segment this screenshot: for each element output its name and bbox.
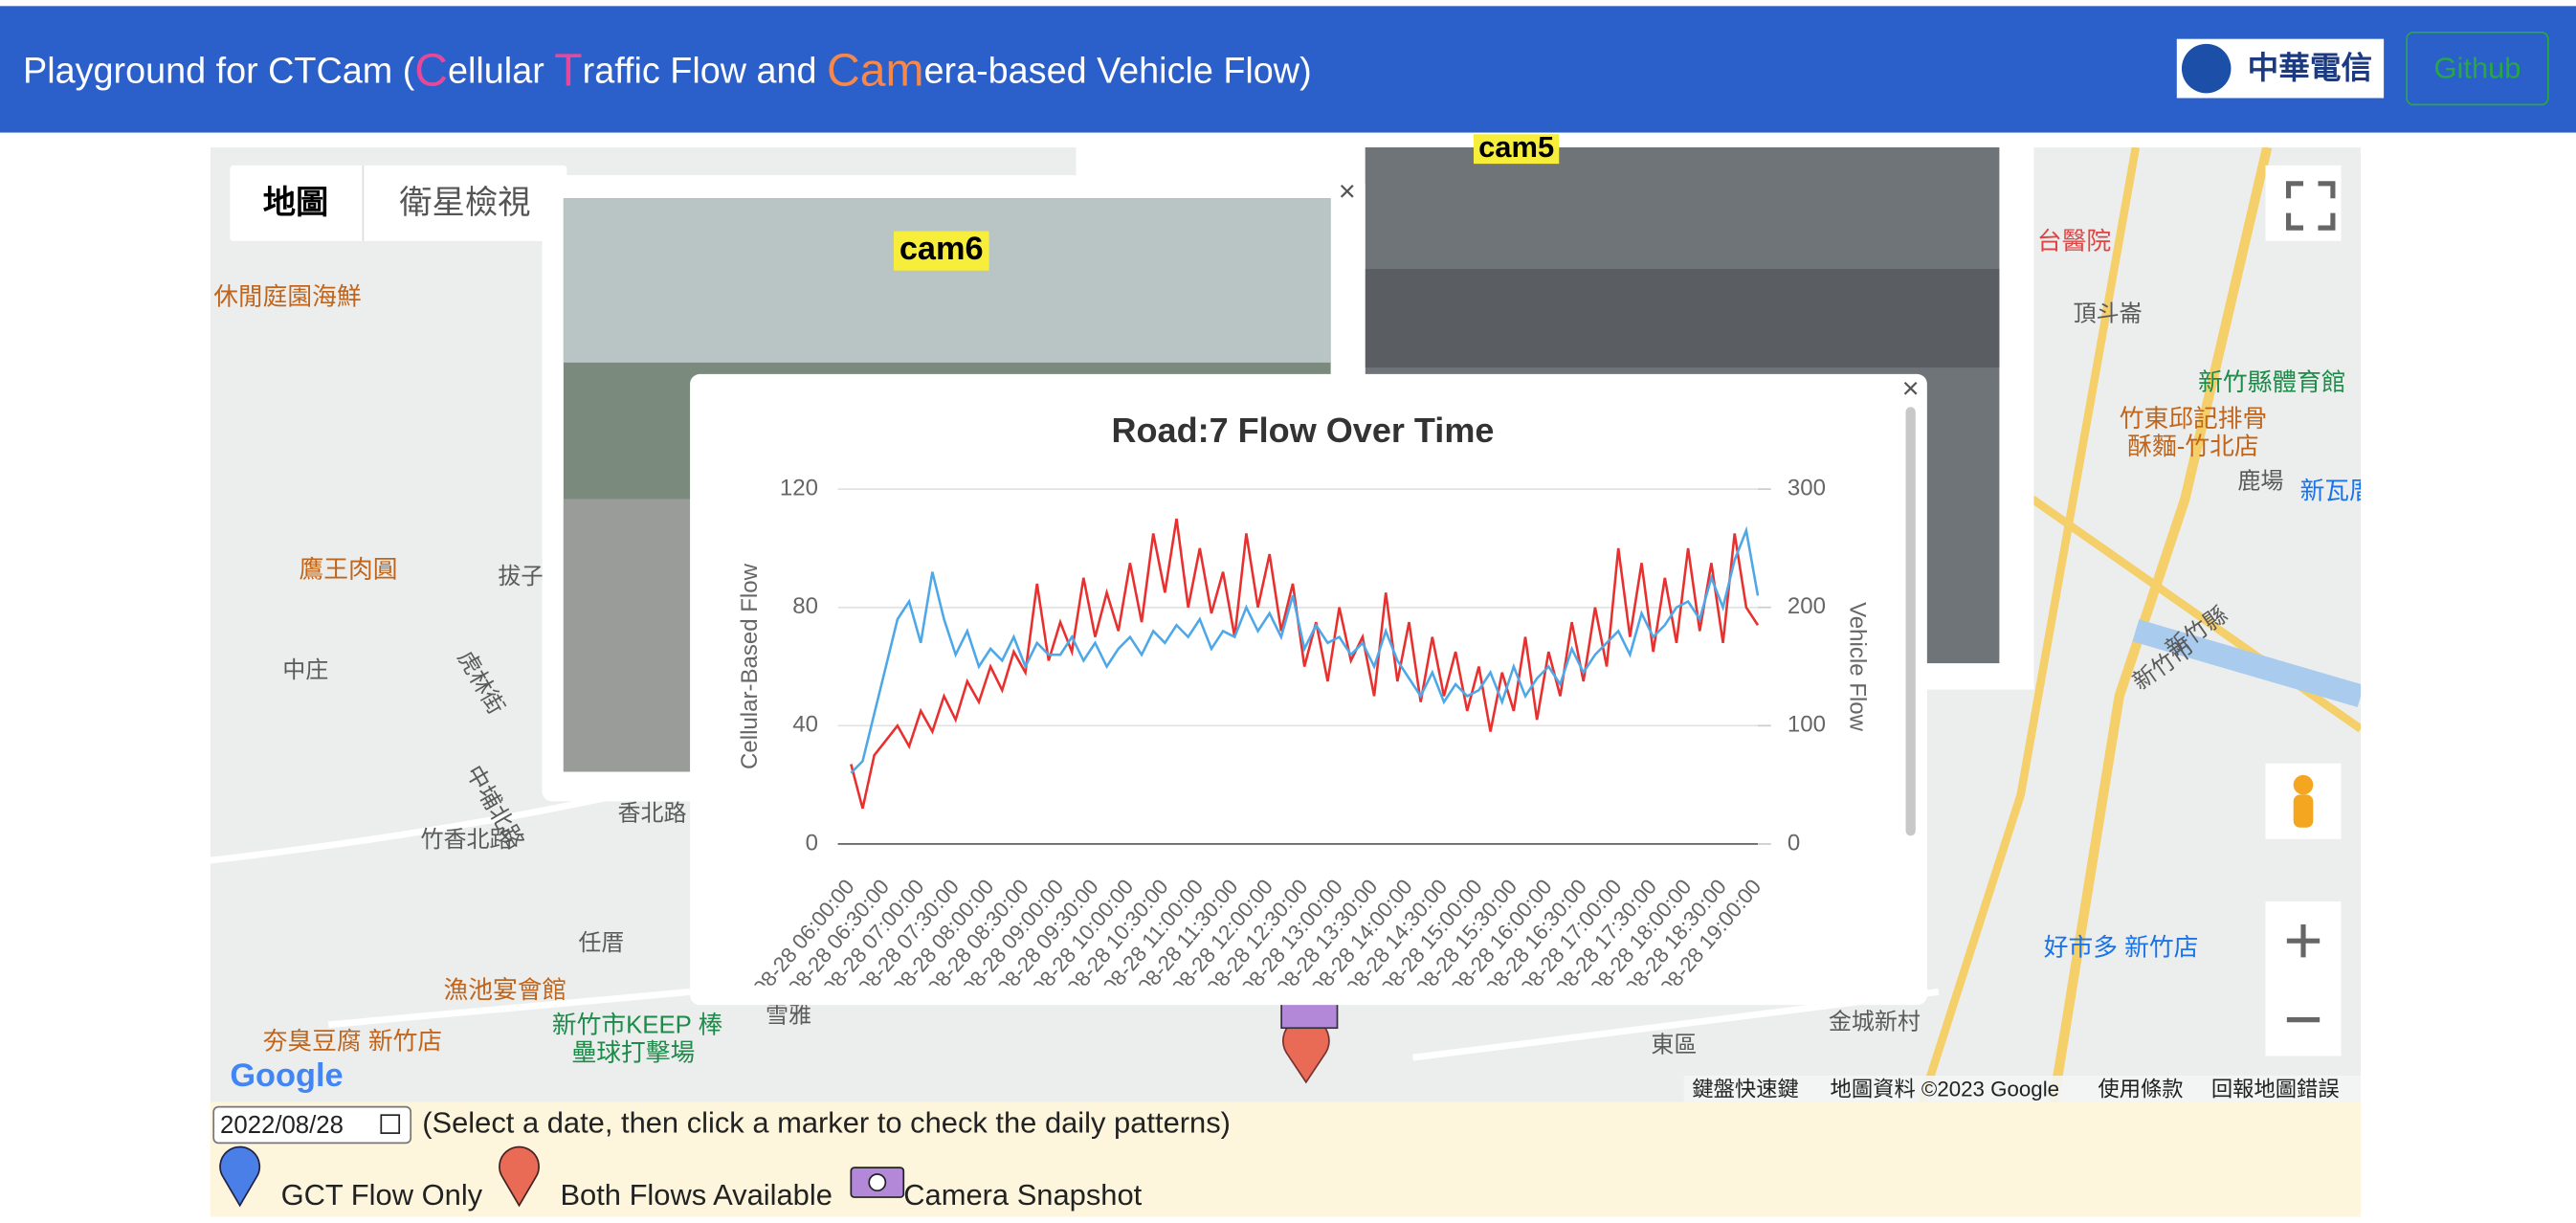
place: 香北路	[618, 800, 687, 826]
place: 鷹王肉圓	[299, 556, 397, 584]
place: 拔子	[498, 564, 544, 589]
camera-image-sky	[563, 198, 1331, 363]
scrollbar[interactable]	[1905, 407, 1916, 836]
close-button[interactable]: ×	[1902, 371, 1920, 405]
legend-label: GCT Flow Only	[281, 1178, 483, 1212]
river	[2132, 619, 2362, 707]
camera-tag	[1474, 134, 1560, 165]
place: 夯臭豆腐 新竹店	[263, 1027, 442, 1055]
y-tick-label: 0	[806, 830, 818, 856]
header	[0, 6, 2576, 133]
place: 漁池宴會館	[444, 976, 567, 1004]
place: 中庄	[282, 657, 328, 683]
map-type-control	[230, 165, 567, 241]
camera-label: cam5	[1478, 130, 1554, 164]
hint: (Select a date, then click a marker to c…	[422, 1106, 1231, 1140]
road	[2048, 146, 2273, 1102]
legend-camera-lens	[868, 1173, 887, 1192]
zoom-in[interactable]	[2286, 924, 2321, 958]
data-line	[850, 518, 1760, 810]
chart-title: Road:7 Flow Over Time	[1111, 411, 1494, 450]
fullscreen-icon	[2285, 181, 2336, 231]
logo-text: 中華電信	[2248, 50, 2372, 85]
y2-tick-label: 0	[1788, 830, 1800, 856]
close-button[interactable]: ×	[1339, 174, 1356, 208]
github-button[interactable]	[2406, 31, 2549, 106]
y-axis-title: Cellular-Based Flow	[737, 563, 763, 769]
page-title: Playground for CTCam (Cellular Traffic F…	[23, 44, 1312, 96]
map-type-button[interactable]: 衛星檢視	[399, 185, 530, 221]
attribution: 地圖資料 ©2023 Google	[1831, 1077, 2060, 1101]
place: 雪雅	[766, 1003, 811, 1029]
y2-axis-title: Vehicle Flow	[1845, 602, 1871, 731]
legend-pin-blue	[219, 1145, 261, 1208]
attribution[interactable]: 使用條款	[2098, 1077, 2183, 1101]
google-logo: Google	[230, 1057, 343, 1094]
chart-popup	[690, 373, 1927, 1006]
place: 壘球打擊場	[571, 1038, 695, 1066]
footer	[210, 1101, 2362, 1217]
pegman-icon	[2293, 794, 2314, 828]
legend-label: Camera Snapshot	[903, 1178, 1142, 1212]
place: 新竹市KEEP 棒	[552, 1011, 723, 1038]
map-type-button[interactable]: 地圖	[263, 185, 329, 221]
place: 好市多 新竹店	[2044, 934, 2199, 962]
place: 金城新村	[1829, 1009, 1921, 1034]
place: 休閒庭園海鮮	[213, 283, 362, 311]
y-tick-label: 120	[780, 475, 818, 500]
camera-label: cam6	[899, 231, 984, 267]
attribution-bg	[1683, 1076, 2362, 1102]
place: 酥麵-竹北店	[2127, 433, 2258, 460]
place: 任厝	[578, 930, 624, 956]
place: 新竹縣體育館	[2198, 368, 2346, 396]
date-value[interactable]: 2022/08/28	[220, 1112, 344, 1139]
logo-icon	[2181, 43, 2232, 94]
pegman-icon	[2293, 774, 2314, 795]
attribution[interactable]: 鍵盤快速鍵	[1692, 1077, 1799, 1101]
legend-pin-red	[499, 1145, 540, 1208]
camera-tag	[893, 231, 989, 271]
y-tick-label: 80	[792, 593, 818, 619]
place: 東區	[1651, 1032, 1697, 1057]
place: 台醫院	[2037, 227, 2111, 255]
y2-tick-label: 300	[1788, 475, 1826, 500]
legend-label: Both Flows Available	[560, 1178, 832, 1212]
date-input[interactable]	[212, 1105, 412, 1145]
calendar-icon[interactable]	[380, 1114, 401, 1134]
place: 新瓦厝	[2300, 477, 2374, 504]
place: 頂斗崙	[2074, 300, 2143, 326]
y-tick-label: 40	[792, 712, 818, 738]
data-line	[850, 525, 1760, 774]
place: 鹿場	[2237, 469, 2283, 495]
camera-image-road	[1365, 269, 2000, 368]
y2-tick-label: 100	[1788, 712, 1826, 738]
place: 竹香北路	[421, 827, 513, 853]
github-label[interactable]: Github	[2433, 51, 2520, 84]
place: 竹東邱記排骨	[2120, 405, 2268, 433]
road	[1918, 146, 2141, 1102]
attribution[interactable]: 回報地圖錯誤	[2211, 1077, 2340, 1101]
y2-tick-label: 200	[1788, 593, 1826, 619]
